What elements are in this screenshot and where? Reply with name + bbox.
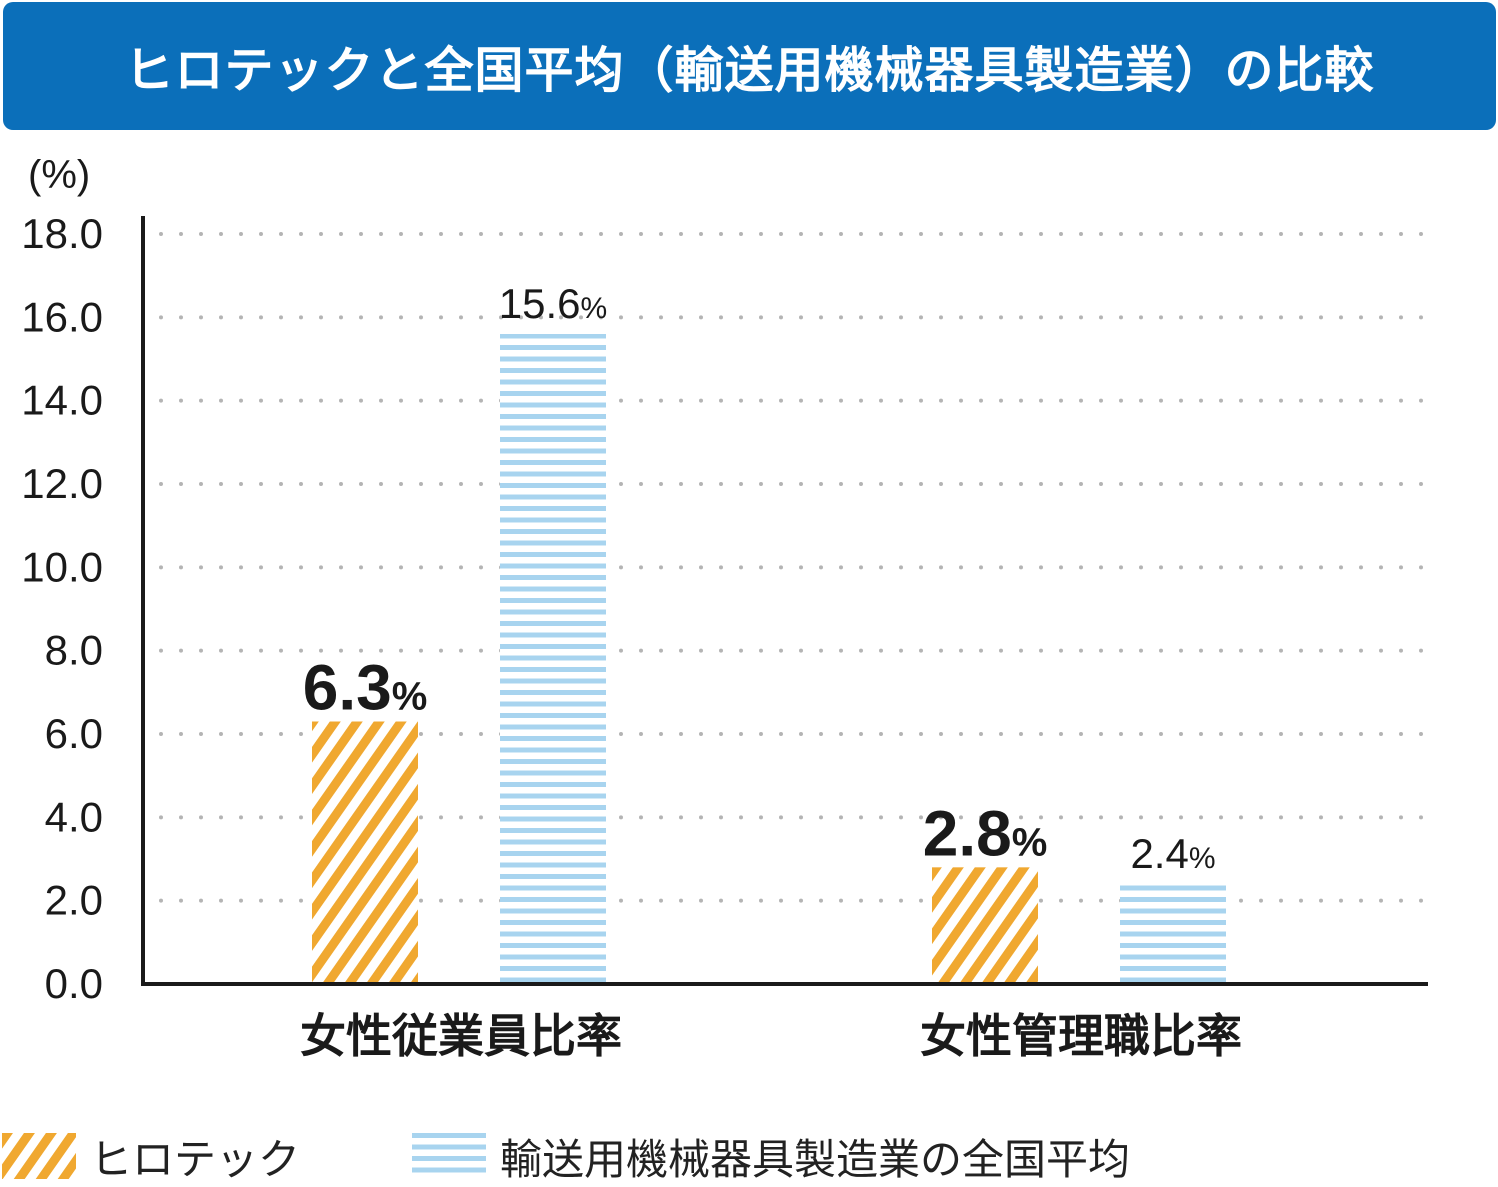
legend-label-national: 輸送用機械器具製造業の全国平均 — [500, 1134, 1131, 1184]
x-category-label: 女性従業員比率 — [300, 1009, 622, 1063]
bars — [312, 334, 1226, 984]
y-tick-label: 2.0 — [45, 877, 103, 924]
data-label-hirotec: 2.8% — [923, 797, 1048, 869]
y-tick-label: 4.0 — [45, 793, 103, 840]
bar-national — [1120, 884, 1226, 984]
y-tick-label: 6.0 — [45, 710, 103, 757]
y-tick-label: 18.0 — [21, 210, 103, 257]
x-category-label: 女性管理職比率 — [920, 1009, 1242, 1063]
data-label-national: 15.6% — [499, 280, 607, 327]
legend-swatch-national — [412, 1133, 486, 1179]
bar-hirotec — [312, 721, 418, 984]
y-tick-label: 16.0 — [21, 293, 103, 340]
chart-title: ヒロテックと全国平均（輸送用機械器具製造業）の比較 — [124, 41, 1375, 99]
y-tick-label: 8.0 — [45, 627, 103, 674]
y-axis-unit-label: (%) — [28, 153, 90, 197]
y-tick-label: 12.0 — [21, 460, 103, 507]
data-label-hirotec: 6.3% — [303, 652, 428, 724]
y-tick-label: 10.0 — [21, 543, 103, 590]
data-label-national: 2.4% — [1130, 830, 1215, 877]
axes — [141, 216, 1428, 986]
legend-label-hirotec: ヒロテック — [90, 1134, 301, 1184]
y-tick-label: 14.0 — [21, 377, 103, 424]
chart-title-bar: ヒロテックと全国平均（輸送用機械器具製造業）の比較 — [3, 2, 1496, 130]
bar-hirotec — [932, 867, 1038, 984]
labels: (%) 0.0 2.0 4.0 6.0 8.0 10.0 12.0 14.0 16.0 18.0 6.… — [21, 153, 1242, 1063]
legend-item-hirotec: ヒロテック — [2, 1128, 300, 1184]
legend-swatch-hirotec — [2, 1133, 76, 1179]
y-tick-label: 0.0 — [45, 960, 103, 1007]
legend-item-national: 輸送用機械器具製造業の全国平均 — [412, 1128, 1130, 1184]
bar-national — [500, 334, 606, 984]
